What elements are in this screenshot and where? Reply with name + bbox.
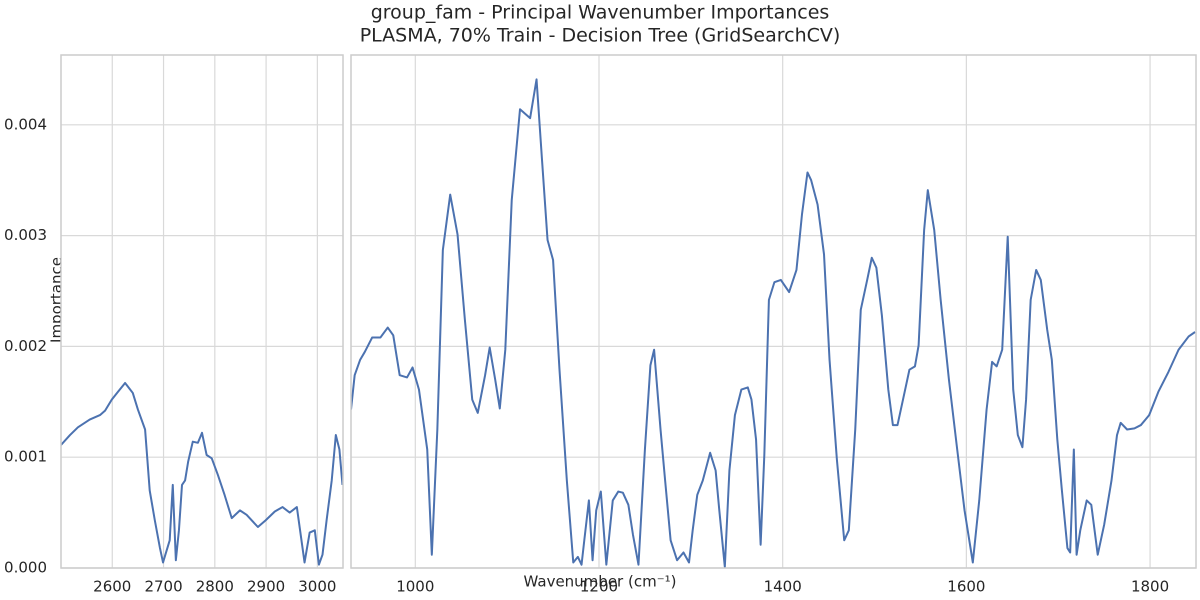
x-tick-label: 2900 xyxy=(247,578,285,596)
y-tick-label: 0.001 xyxy=(4,448,47,466)
y-tick-label: 0.004 xyxy=(4,115,47,133)
plot-frame xyxy=(60,54,344,569)
y-tick-label: 0.002 xyxy=(4,337,47,355)
x-tick-label: 1600 xyxy=(947,578,985,596)
data-line xyxy=(61,381,343,566)
chart-subtitle: PLASMA, 70% Train - Decision Tree (GridS… xyxy=(360,25,841,47)
y-tick-label: 0.000 xyxy=(4,559,47,577)
chart-title: group_fam - Principal Wavenumber Importa… xyxy=(371,2,830,24)
plot-background xyxy=(351,55,1196,568)
x-tick-label: 2700 xyxy=(144,578,182,596)
x-axis-label: Wavenumber (cm⁻¹) xyxy=(524,573,677,591)
x-tick-label: 1800 xyxy=(1131,578,1169,596)
plot-frame xyxy=(350,54,1197,569)
data-line xyxy=(351,78,1196,568)
x-tick-label: 1000 xyxy=(396,578,434,596)
y-tick-label: 0.003 xyxy=(4,226,47,244)
x-tick-label: 3000 xyxy=(298,578,336,596)
x-tick-label: 1200 xyxy=(580,578,618,596)
x-tick-label: 1400 xyxy=(764,578,802,596)
x-tick-label: 2600 xyxy=(93,578,131,596)
x-tick-label: 2800 xyxy=(196,578,234,596)
plot-background xyxy=(61,55,343,568)
